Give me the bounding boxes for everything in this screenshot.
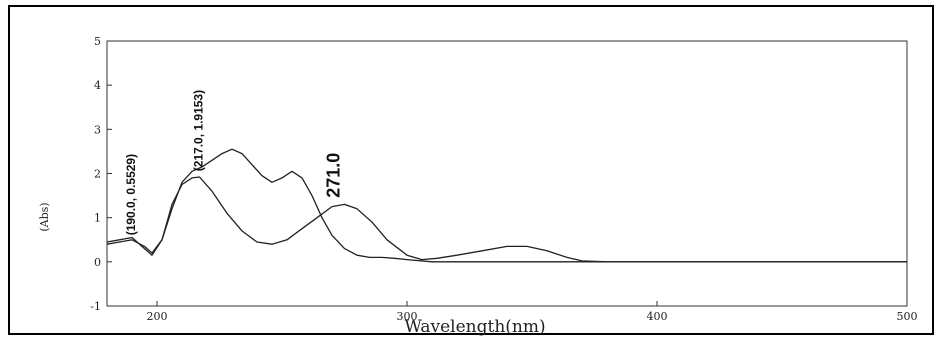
x-tick-label: 200	[147, 310, 168, 323]
y-tick-label: 2	[94, 168, 101, 181]
y-tick-label: 1	[94, 212, 101, 225]
chart-frame: -1 0 1 2 3 4 5 200 300 400 500 (190.0, 0.5529) (217…	[8, 5, 934, 337]
peak-annotation: (217.0, 1.9153)	[192, 90, 206, 171]
y-tick-label: -1	[90, 300, 101, 313]
x-tick-label: 500	[897, 310, 918, 323]
x-axis-title: Wavelength(nm)	[404, 317, 545, 337]
series-line-1	[106, 148, 907, 263]
peak-annotation: 271.0	[323, 153, 343, 198]
x-tick-label: 400	[647, 310, 668, 323]
x-tick-label: 300	[397, 310, 418, 323]
y-tick-label: 0	[94, 256, 101, 269]
absorbance-chart: -1 0 1 2 3 4 5 200 300 400 500 (190.0, 0.5529) (217…	[38, 35, 918, 337]
axis-tick-labels: -1 0 1 2 3 4 5 200 300 400 500	[90, 35, 917, 323]
annotation-layer: (190.0, 0.5529) (217.0, 1.9153) 271.0	[124, 90, 343, 235]
series-layer	[106, 148, 907, 263]
y-tick-label: 5	[94, 35, 101, 48]
y-axis-title: (Abs)	[38, 202, 51, 231]
y-tick-label: 4	[94, 79, 101, 92]
series-line-2	[106, 176, 907, 263]
peak-annotation: (190.0, 0.5529)	[124, 154, 138, 235]
plot-area-border	[106, 40, 908, 307]
axis-ticks	[107, 40, 908, 307]
y-tick-label: 3	[94, 123, 101, 136]
